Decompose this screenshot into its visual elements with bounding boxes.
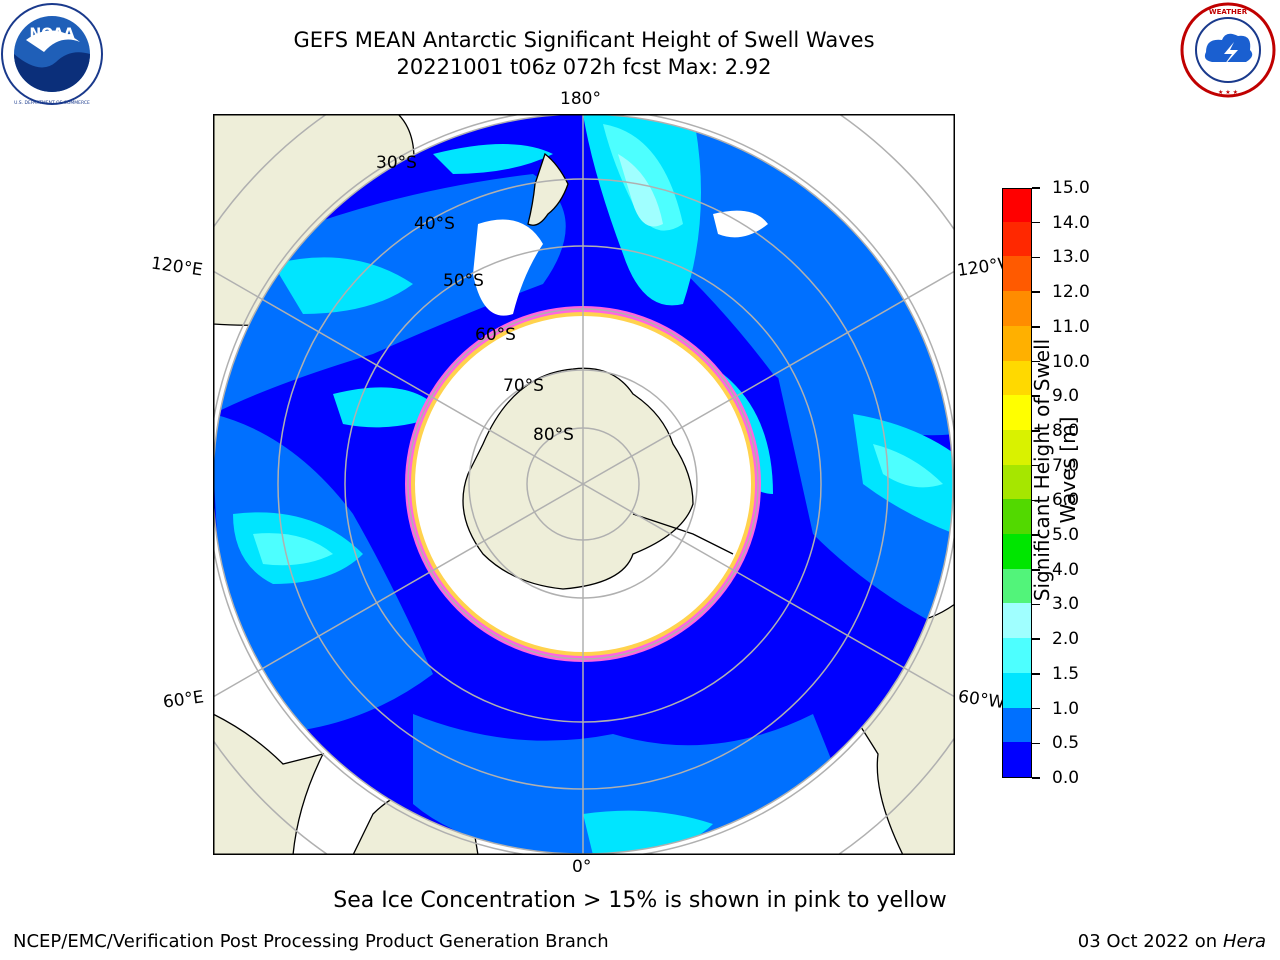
colorbar-tick <box>1032 638 1040 640</box>
colorbar-tick-label: 0.5 <box>1052 733 1080 754</box>
colorbar-segment <box>1003 221 1031 257</box>
lat-label-80s: 80°S <box>533 425 574 445</box>
chart-subtitle-date: 20221001 t06z 072h fcst Max: 2.92 <box>396 55 772 79</box>
svg-text:U.S. DEPARTMENT OF COMMERCE: U.S. DEPARTMENT OF COMMERCE <box>14 100 90 106</box>
footer-date-text: 03 Oct 2022 on <box>1077 931 1223 952</box>
colorbar-segment <box>1003 568 1031 604</box>
map-frame <box>213 114 955 855</box>
colorbar-segment <box>1003 429 1031 465</box>
colorbar-tick-label: 12.0 <box>1052 282 1090 303</box>
colorbar-tick-label: 1.0 <box>1052 698 1080 719</box>
antarctic-peninsula-coast <box>632 513 734 555</box>
colorbar-tick <box>1032 707 1040 710</box>
colorbar-segment <box>1003 637 1031 673</box>
colorbar-segment <box>1003 707 1031 743</box>
colorbar-tick-label: 2.0 <box>1052 629 1080 650</box>
chart-title: GEFS MEAN Antarctic Significant Height o… <box>293 28 875 52</box>
colorbar-tick-label: 0.0 <box>1052 768 1080 788</box>
noaa-logo: NOAA U.S. DEPARTMENT OF COMMERCE <box>1 3 103 106</box>
colorbar-tick-label: 5.0 <box>1052 525 1080 546</box>
colorbar-tick <box>1032 187 1040 189</box>
lon-label-60e: 60°E <box>161 687 206 713</box>
svg-text:★ ★ ★: ★ ★ ★ <box>1218 89 1238 96</box>
colorbar-tick <box>1032 534 1040 536</box>
colorbar-segment <box>1003 533 1031 569</box>
nws-logo: WEATHER ★ ★ ★ <box>1180 2 1276 98</box>
polar-map: 30°S 40°S 50°S 60°S 70°S 80°S <box>213 114 955 855</box>
colorbar-tick-label: 14.0 <box>1052 212 1090 233</box>
colorbar-tick <box>1032 221 1040 224</box>
colorbar-segment <box>1003 360 1031 396</box>
new-zealand-land <box>527 152 569 226</box>
colorbar-tick <box>1032 603 1040 606</box>
colorbar-tick <box>1032 360 1040 363</box>
colorbar-label: Significant Height of Swell Waves [m] <box>1030 338 1080 602</box>
colorbar-tick <box>1032 777 1040 779</box>
colorbar-segment <box>1003 498 1031 535</box>
footer-date: 03 Oct 2022 on Hera <box>1078 931 1266 952</box>
colorbar-tick <box>1032 742 1040 745</box>
colorbar-tick-label: 10.0 <box>1052 351 1090 372</box>
colorbar-segment <box>1003 255 1031 292</box>
sea-ice-note: Sea Ice Concentration > 15% is shown in … <box>333 888 947 913</box>
longitude-grid <box>213 114 955 855</box>
svg-text:WEATHER: WEATHER <box>1209 8 1248 16</box>
undefined-patches <box>473 210 768 316</box>
lat-label-60s: 60°S <box>475 325 516 345</box>
colorbar-tick-label: 3.0 <box>1052 594 1080 615</box>
lat-label-40s: 40°S <box>414 214 455 234</box>
colorbar-tick-label: 7.0 <box>1052 455 1080 476</box>
colorbar-tick <box>1032 256 1040 259</box>
colorbar-tick-label: 9.0 <box>1052 386 1080 407</box>
footer-credit: NCEP/EMC/Verification Post Processing Pr… <box>13 931 609 952</box>
lon-label-60w: 60°W <box>956 686 1007 714</box>
colorbar-tick-label: 15.0 <box>1052 178 1090 198</box>
colorbar-tick <box>1032 291 1040 293</box>
colorbar-segment <box>1003 394 1031 430</box>
colorbar-tick <box>1032 430 1040 432</box>
colorbar-segment <box>1003 464 1031 500</box>
colorbar-tick-label: 8.0 <box>1052 420 1080 441</box>
noaa-logo-text: NOAA <box>30 26 75 42</box>
colorbar-tick <box>1032 395 1040 397</box>
colorbar-tick-label: 13.0 <box>1052 247 1090 268</box>
colorbar-segment <box>1003 741 1031 777</box>
colorbar-segment <box>1003 672 1031 708</box>
colorbar-segment <box>1003 189 1031 222</box>
swell-2.0-3.0 <box>618 154 663 227</box>
colorbar-tick <box>1032 326 1040 328</box>
colorbar-segment <box>1003 602 1031 639</box>
lon-label-120e: 120°E <box>149 253 204 281</box>
colorbar-tick <box>1032 673 1040 675</box>
colorbar-tick-label: 11.0 <box>1052 316 1090 337</box>
lon-label-0: 0° <box>572 857 592 877</box>
colorbar-tick-label: 4.0 <box>1052 559 1080 580</box>
colorbar <box>1002 188 1032 778</box>
footer-host: Hera <box>1222 931 1266 952</box>
colorbar-tick <box>1032 569 1040 571</box>
lat-label-30s: 30°S <box>376 153 417 173</box>
lon-label-180: 180° <box>560 89 601 109</box>
colorbar-tick-label: 1.5 <box>1052 663 1080 684</box>
colorbar-segment <box>1003 325 1031 361</box>
colorbar-tick-label: 6.0 <box>1052 490 1080 511</box>
antarctica-land <box>462 367 694 590</box>
lat-label-50s: 50°S <box>443 271 484 291</box>
colorbar-tick <box>1032 499 1040 502</box>
lat-label-70s: 70°S <box>503 376 544 396</box>
colorbar-segment <box>1003 290 1031 326</box>
colorbar-tick <box>1032 464 1040 467</box>
